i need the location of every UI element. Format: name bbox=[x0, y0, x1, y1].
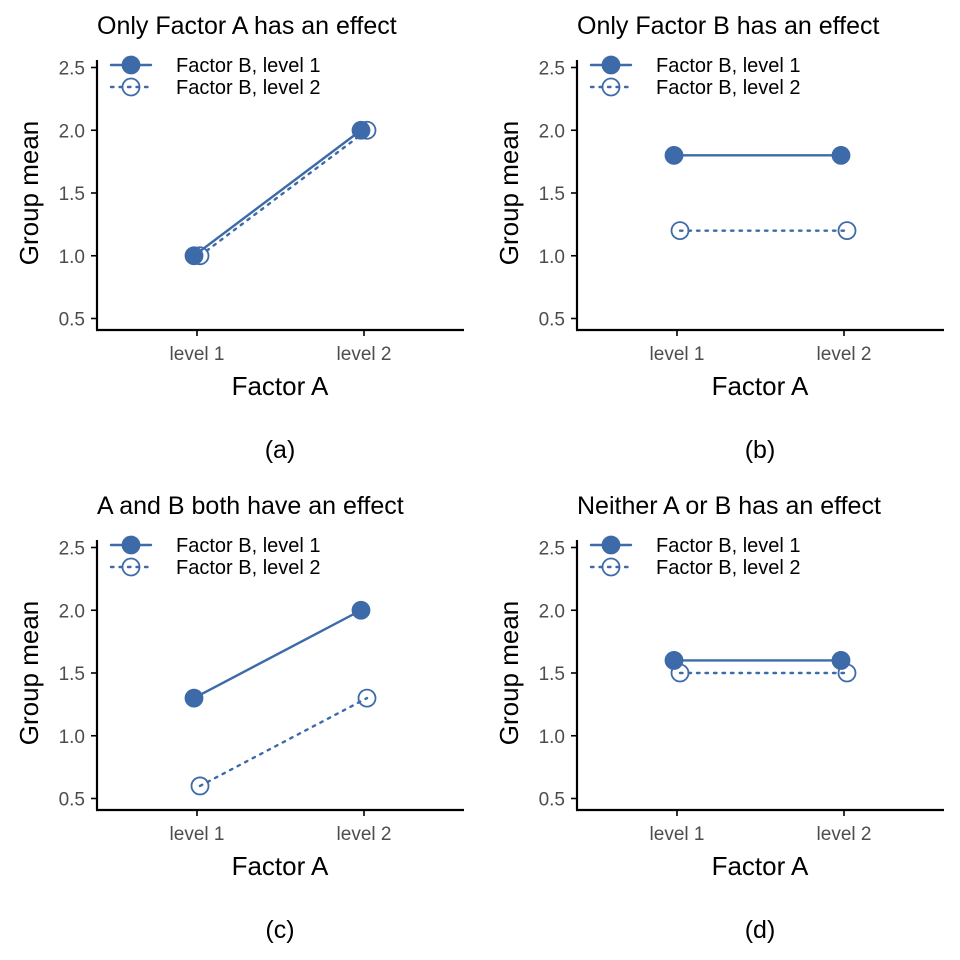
y-tick-label: 2.5 bbox=[59, 59, 85, 80]
legend-key-marker bbox=[121, 557, 141, 577]
y-tick-label: 1.0 bbox=[59, 727, 85, 748]
legend-label: Factor B, level 2 bbox=[656, 557, 801, 579]
y-axis-title: Group mean bbox=[494, 121, 524, 266]
y-tick-label: 1.5 bbox=[539, 664, 565, 685]
data-point bbox=[351, 600, 371, 620]
y-tick-label: 2.5 bbox=[59, 539, 85, 560]
y-tick-label: 1.5 bbox=[59, 664, 85, 685]
legend-key-marker bbox=[121, 77, 141, 97]
y-tick-label: 2.0 bbox=[539, 121, 565, 142]
x-axis-title: Factor A bbox=[712, 371, 809, 401]
y-axis-title: Group mean bbox=[14, 121, 44, 266]
y-tick-label: 2.0 bbox=[59, 601, 85, 622]
y-tick-label: 1.0 bbox=[539, 727, 565, 748]
y-tick-label: 1.0 bbox=[539, 247, 565, 268]
series-line bbox=[192, 129, 363, 257]
data-point bbox=[837, 663, 857, 683]
x-tick-label: level 2 bbox=[817, 344, 872, 365]
series-1 bbox=[664, 145, 851, 165]
data-point bbox=[190, 246, 210, 266]
x-tick-label: level 2 bbox=[817, 824, 872, 845]
legend-key-marker bbox=[121, 55, 141, 75]
x-axis-title: Factor A bbox=[232, 851, 329, 881]
y-tick-label: 1.5 bbox=[59, 184, 85, 205]
series-line bbox=[198, 129, 369, 257]
data-point bbox=[664, 145, 684, 165]
legend-label: Factor B, level 1 bbox=[176, 535, 321, 557]
series-2 bbox=[670, 663, 857, 683]
series-2 bbox=[190, 120, 377, 266]
series-line bbox=[192, 609, 363, 700]
y-tick-label: 0.5 bbox=[59, 310, 85, 331]
legend-label: Factor B, level 1 bbox=[176, 55, 321, 77]
y-tick-label: 1.5 bbox=[539, 184, 565, 205]
legend-label: Factor B, level 2 bbox=[656, 77, 801, 99]
y-tick-label: 1.0 bbox=[59, 247, 85, 268]
y-tick-label: 0.5 bbox=[59, 790, 85, 811]
legend-key-marker bbox=[121, 535, 141, 555]
y-tick-label: 2.0 bbox=[539, 601, 565, 622]
series-1 bbox=[184, 600, 371, 708]
series-line bbox=[198, 696, 369, 788]
panel-caption: (d) bbox=[745, 916, 776, 944]
chart-title: A and B both have an effect bbox=[97, 492, 404, 520]
x-tick-label: level 1 bbox=[170, 824, 225, 845]
y-tick-label: 2.0 bbox=[59, 121, 85, 142]
legend-key-marker bbox=[601, 77, 621, 97]
y-axis-title: Group mean bbox=[14, 601, 44, 746]
y-tick-label: 2.5 bbox=[539, 539, 565, 560]
panel-d: Neither A or B has an effect 0.5 1.0 1.5 2.0… bbox=[494, 492, 944, 944]
legend-key-marker bbox=[601, 557, 621, 577]
chart-title: Only Factor B has an effect bbox=[577, 12, 880, 40]
y-tick-label: 2.5 bbox=[539, 59, 565, 80]
x-axis-title: Factor A bbox=[232, 371, 329, 401]
x-axis-title: Factor A bbox=[712, 851, 809, 881]
y-axis-title: Group mean bbox=[494, 601, 524, 746]
x-tick-label: level 2 bbox=[337, 344, 392, 365]
data-point bbox=[670, 663, 690, 683]
x-tick-label: level 2 bbox=[337, 824, 392, 845]
legend-label: Factor B, level 2 bbox=[176, 557, 321, 579]
legend-label: Factor B, level 1 bbox=[656, 535, 801, 557]
data-point bbox=[831, 145, 851, 165]
series-2 bbox=[190, 688, 377, 796]
panel-c: A and B both have an effect 0.5 1.0 1.5 2.0 2… bbox=[14, 492, 464, 944]
panel-caption: (b) bbox=[745, 436, 776, 464]
legend-label: Factor B, level 2 bbox=[176, 77, 321, 99]
data-point bbox=[357, 688, 377, 708]
data-point bbox=[837, 221, 857, 241]
series-1 bbox=[184, 120, 371, 266]
data-point bbox=[357, 120, 377, 140]
x-tick-label: level 1 bbox=[170, 344, 225, 365]
x-tick-label: level 1 bbox=[650, 824, 705, 845]
data-point bbox=[351, 120, 371, 140]
panel-b: Only Factor B has an effect 0.5 1.0 1.5 2.0 2… bbox=[494, 12, 944, 464]
data-point bbox=[184, 246, 204, 266]
legend-key-marker bbox=[601, 535, 621, 555]
series-1 bbox=[664, 651, 851, 670]
panel-caption: (a) bbox=[265, 436, 296, 464]
legend-key-marker bbox=[601, 55, 621, 75]
panel-caption: (c) bbox=[265, 916, 294, 944]
series-2 bbox=[670, 221, 857, 241]
chart-title: Only Factor A has an effect bbox=[97, 12, 397, 40]
data-point bbox=[184, 688, 204, 708]
y-tick-label: 0.5 bbox=[539, 790, 565, 811]
panel-a: Only Factor A has an effect 0.5 1.0 1.5 2.0 2… bbox=[14, 12, 464, 464]
legend-label: Factor B, level 1 bbox=[656, 55, 801, 77]
x-tick-label: level 1 bbox=[650, 344, 705, 365]
data-point bbox=[670, 221, 690, 241]
y-tick-label: 0.5 bbox=[539, 310, 565, 331]
chart-title: Neither A or B has an effect bbox=[577, 492, 881, 520]
data-point bbox=[190, 776, 210, 796]
